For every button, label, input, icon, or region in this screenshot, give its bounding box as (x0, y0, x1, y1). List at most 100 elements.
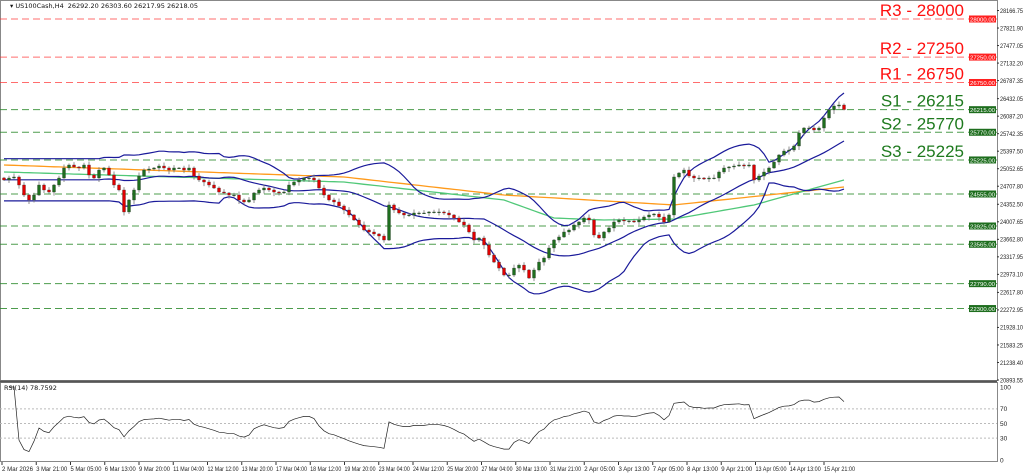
candle-bull (602, 231, 606, 239)
candle-bear (402, 212, 406, 216)
level-label: R3 - 28000 (880, 1, 964, 20)
candle-bull (532, 269, 536, 279)
candle-bull (557, 236, 561, 241)
candle-bull (672, 176, 676, 216)
candle-bull (817, 127, 821, 131)
candle-bear (217, 187, 221, 193)
price-tag-label: 26750.00 (970, 81, 995, 87)
candle-bull (252, 192, 256, 201)
candle-bull (827, 109, 831, 119)
price-tag (969, 190, 996, 198)
candle-bull (582, 217, 586, 223)
price-tag-label: 26215.00 (970, 108, 995, 114)
price-tag-label: 27250.00 (970, 55, 995, 61)
candle-bull (62, 167, 66, 179)
candle-bear (447, 212, 451, 216)
candle-bull (822, 117, 826, 129)
candle-bear (332, 199, 336, 203)
candle-bear (522, 264, 526, 271)
candle-bear (587, 217, 591, 221)
candle-bear (242, 199, 246, 203)
candle-bear (192, 167, 196, 177)
time-axis-label: 15 Apr 21:00 (824, 466, 855, 473)
candle-bull (782, 150, 786, 156)
time-axis-label: 23 Mar 04:00 (379, 466, 410, 473)
candle-bull (157, 165, 161, 169)
candle-bull (412, 212, 416, 216)
candle-bull (422, 212, 426, 214)
time-axis-label: 3 Mar 21:00 (36, 466, 67, 473)
candle-bear (702, 177, 706, 180)
price-axis-label: 21928.10 (1000, 325, 1023, 332)
chart-header: ▾ US100Cash,H4 26292.20 26303.60 26217.95… (10, 2, 198, 10)
candle-bear (592, 219, 596, 236)
candle-bear (352, 214, 356, 221)
time-axis-label: 11 Mar 04:00 (173, 466, 204, 473)
price-axis-label: 21238.40 (1000, 360, 1023, 367)
candle-bull (642, 216, 646, 221)
header-arrow-icon[interactable]: ▾ (10, 2, 15, 10)
candle-bull (607, 227, 611, 233)
rsi-label: RSI(14) 78.7592 (4, 384, 57, 392)
level-label: S3 - 25225 (881, 142, 964, 161)
candle-bear (487, 244, 491, 256)
bollinger-upper (4, 92, 845, 227)
candle-bull (132, 189, 136, 201)
candle-bear (342, 205, 346, 211)
candle-bull (772, 161, 776, 169)
candle-bear (687, 169, 691, 177)
candle-bull (647, 214, 651, 218)
time-axis-label: 17 Mar 04:00 (276, 466, 307, 473)
candle-bull (747, 164, 751, 167)
candle-bull (437, 211, 441, 213)
candle-bear (2, 177, 6, 181)
candle-bull (722, 167, 726, 173)
candle-bull (707, 177, 711, 180)
price-tags: 28000.00 27250.00 26750.00 26215.00 25770.00… (969, 15, 996, 313)
candle-bear (267, 187, 271, 191)
rsi-panel: 100 70 50 30 0 (0, 384, 1011, 464)
candle-bear (237, 194, 241, 201)
candle-bear (752, 164, 756, 181)
price-axis-label: 26787.35 (1000, 78, 1023, 85)
candle-bull (727, 166, 731, 169)
time-axis-label: 31 Mar 21:00 (550, 466, 581, 473)
rsi-line (9, 386, 845, 453)
candle-bull (562, 231, 566, 238)
candle-bull (627, 220, 631, 222)
candle-bear (107, 167, 111, 176)
price-tag-label: 25225.00 (970, 158, 995, 164)
time-axis-label: 13 Apr 05:00 (756, 466, 787, 473)
price-axis-label: 27132.20 (1000, 60, 1023, 67)
price-tag-label: 25770.00 (970, 131, 995, 137)
candle-bull (152, 167, 156, 170)
candle-bull (512, 267, 516, 276)
candle-bear (337, 201, 341, 207)
price-tag (969, 156, 996, 164)
candle-bear (167, 167, 171, 171)
candle-bear (497, 261, 501, 269)
candle-bull (572, 224, 576, 231)
candle-bull (802, 127, 806, 134)
candle-bear (382, 235, 386, 241)
candle-bull (667, 214, 671, 223)
candle-bull (677, 172, 681, 178)
time-axis-label: 19 Mar 20:00 (345, 466, 376, 473)
time-axis-label: 9 Mar 20:00 (139, 466, 170, 473)
candle-bear (122, 189, 126, 213)
time-axis-label: 2 Mar 2026 (2, 466, 33, 473)
candle-bear (207, 181, 211, 186)
price-axis-label: 25742.35 (1000, 131, 1023, 138)
candle-bull (807, 127, 811, 129)
candle-bull (7, 177, 11, 181)
candle-bear (482, 237, 486, 246)
candle-bull (757, 175, 761, 181)
candle-bull (307, 177, 311, 179)
candle-bear (87, 164, 91, 176)
candle-bull (552, 239, 556, 249)
indicators (3, 92, 845, 295)
candle-bear (492, 254, 496, 263)
candle-bear (392, 204, 396, 211)
candle-bear (92, 174, 96, 179)
